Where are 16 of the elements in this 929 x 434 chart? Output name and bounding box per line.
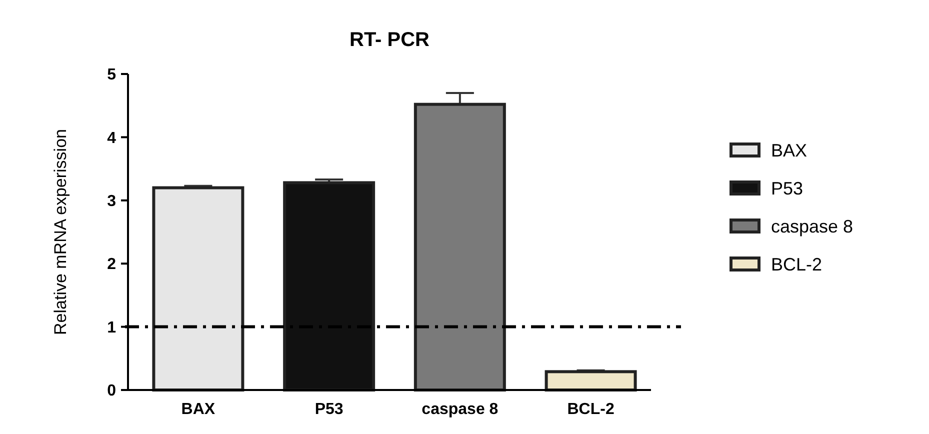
y-tick-label: 4 (107, 130, 116, 147)
y-tick-label: 3 (107, 193, 116, 210)
chart-title: RT- PCR (350, 29, 430, 51)
y-tick-label: 2 (107, 256, 116, 274)
x-tick-label: BCL-2 (567, 401, 614, 418)
legend-label: BAX (771, 140, 808, 160)
y-tick-label: 1 (107, 319, 116, 336)
y-tick-label: 5 (107, 66, 116, 84)
x-tick-label: caspase 8 (422, 401, 498, 418)
legend-label: BCL-2 (771, 254, 822, 274)
x-tick-label: P53 (314, 401, 344, 418)
legend-label: P53 (771, 178, 804, 198)
y-tick-label: 0 (107, 382, 116, 400)
y-axis-title: Relative mRNA experission (51, 129, 70, 335)
x-tick-label: BAX (181, 401, 216, 418)
legend-label: caspase 8 (771, 216, 854, 236)
